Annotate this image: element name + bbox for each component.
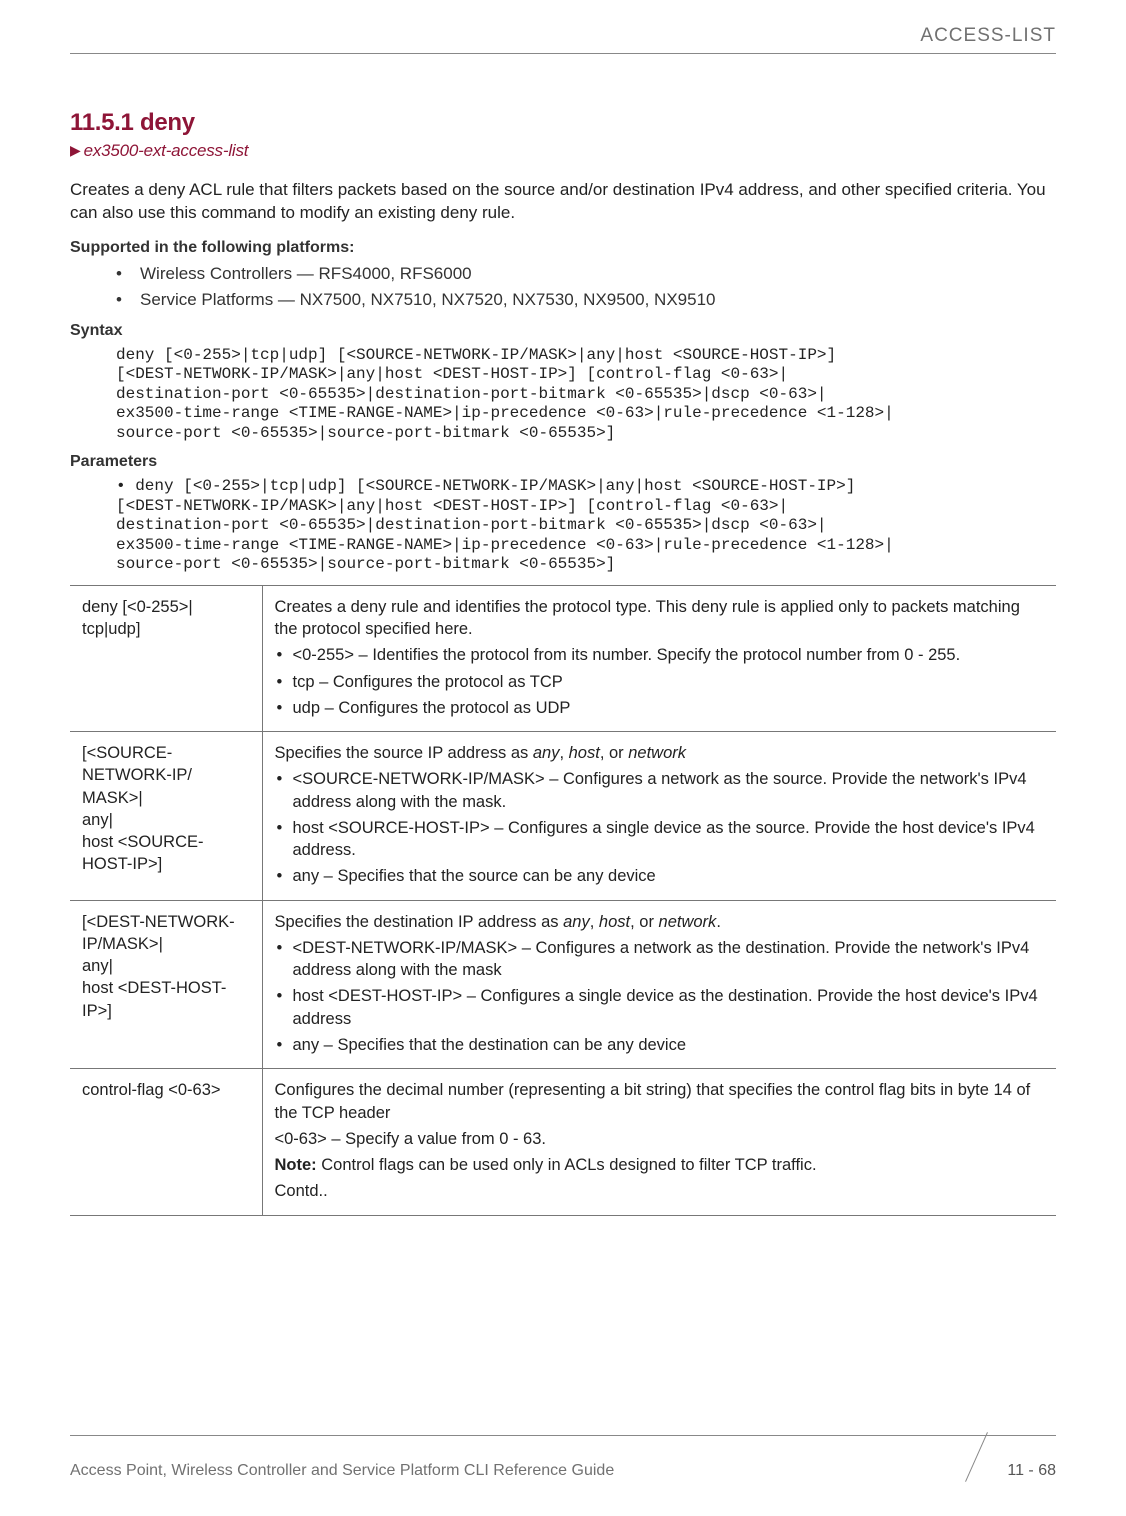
param-desc-cell: Configures the decimal number (represent… bbox=[262, 1069, 1056, 1215]
syntax-heading: Syntax bbox=[70, 322, 1056, 340]
intro-paragraph: Creates a deny ACL rule that filters pac… bbox=[70, 179, 1056, 225]
section-title: 11.5.1 deny bbox=[70, 109, 1056, 137]
table-row: [<SOURCE-NETWORK-IP/MASK>|any|host <SOUR… bbox=[70, 732, 1056, 901]
header-title: ACCESS-LIST bbox=[920, 25, 1056, 46]
syntax-code: deny [<0-255>|tcp|udp] [<SOURCE-NETWORK-… bbox=[116, 346, 1056, 444]
supported-heading: Supported in the following platforms: bbox=[70, 239, 1056, 257]
footer-left-text: Access Point, Wireless Controller and Se… bbox=[70, 1462, 614, 1480]
param-name-cell: control-flag <0-63> bbox=[70, 1069, 262, 1215]
section-subtitle: ▶ex3500-ext-access-list bbox=[70, 141, 1056, 161]
page-number: 11 - 68 bbox=[1007, 1462, 1056, 1480]
param-name-cell: [<DEST-NETWORK-IP/MASK>|any|host <DEST-H… bbox=[70, 900, 262, 1069]
note-line: Note: Control flags can be used only in … bbox=[275, 1154, 1045, 1176]
param-desc-cell: Specifies the destination IP address as … bbox=[262, 900, 1056, 1069]
desc-bullets: <0-255> – Identifies the protocol from i… bbox=[275, 644, 1045, 719]
parameters-code: • deny [<0-255>|tcp|udp] [<SOURCE-NETWOR… bbox=[116, 477, 1056, 575]
desc-bullets: <DEST-NETWORK-IP/MASK> – Configures a ne… bbox=[275, 937, 1045, 1056]
desc-line: Configures the decimal number (represent… bbox=[275, 1079, 1045, 1124]
table-row: control-flag <0-63> Configures the decim… bbox=[70, 1069, 1056, 1215]
list-item: tcp – Configures the protocol as TCP bbox=[291, 671, 1045, 693]
parameters-table: deny [<0-255>|tcp|udp] Creates a deny ru… bbox=[70, 585, 1056, 1216]
footer-right: 11 - 68 bbox=[953, 1434, 1056, 1480]
desc-intro: Specifies the source IP address as any, … bbox=[275, 744, 687, 762]
desc-line: <0-63> – Specify a value from 0 - 63. bbox=[275, 1128, 1045, 1150]
page-footer: Access Point, Wireless Controller and Se… bbox=[70, 1434, 1056, 1480]
note-text: Control flags can be used only in ACLs d… bbox=[317, 1156, 817, 1174]
list-item: Service Platforms — NX7500, NX7510, NX75… bbox=[116, 287, 1056, 313]
desc-intro: Creates a deny rule and identifies the p… bbox=[275, 598, 1020, 638]
contd-line: Contd.. bbox=[275, 1180, 1045, 1202]
slash-icon bbox=[953, 1434, 999, 1480]
list-item: <DEST-NETWORK-IP/MASK> – Configures a ne… bbox=[291, 937, 1045, 982]
page-header: ACCESS-LIST bbox=[70, 25, 1056, 54]
list-item: Wireless Controllers — RFS4000, RFS6000 bbox=[116, 261, 1056, 287]
list-item: <0-255> – Identifies the protocol from i… bbox=[291, 644, 1045, 666]
arrow-icon: ▶ bbox=[70, 142, 81, 159]
param-name-cell: [<SOURCE-NETWORK-IP/MASK>|any|host <SOUR… bbox=[70, 732, 262, 901]
param-name-cell: deny [<0-255>|tcp|udp] bbox=[70, 585, 262, 731]
list-item: any – Specifies that the destination can… bbox=[291, 1034, 1045, 1056]
list-item: <SOURCE-NETWORK-IP/MASK> – Configures a … bbox=[291, 768, 1045, 813]
platform-list: Wireless Controllers — RFS4000, RFS6000 … bbox=[70, 261, 1056, 314]
param-desc-cell: Specifies the source IP address as any, … bbox=[262, 732, 1056, 901]
param-desc-cell: Creates a deny rule and identifies the p… bbox=[262, 585, 1056, 731]
parameters-heading: Parameters bbox=[70, 453, 1056, 471]
list-item: host <SOURCE-HOST-IP> – Configures a sin… bbox=[291, 817, 1045, 862]
list-item: host <DEST-HOST-IP> – Configures a singl… bbox=[291, 985, 1045, 1030]
subtitle-text: ex3500-ext-access-list bbox=[84, 141, 249, 160]
note-label: Note: bbox=[275, 1156, 317, 1174]
list-item: udp – Configures the protocol as UDP bbox=[291, 697, 1045, 719]
desc-intro: Specifies the destination IP address as … bbox=[275, 913, 721, 931]
desc-bullets: <SOURCE-NETWORK-IP/MASK> – Configures a … bbox=[275, 768, 1045, 887]
list-item: any – Specifies that the source can be a… bbox=[291, 865, 1045, 887]
table-row: deny [<0-255>|tcp|udp] Creates a deny ru… bbox=[70, 585, 1056, 731]
table-row: [<DEST-NETWORK-IP/MASK>|any|host <DEST-H… bbox=[70, 900, 1056, 1069]
